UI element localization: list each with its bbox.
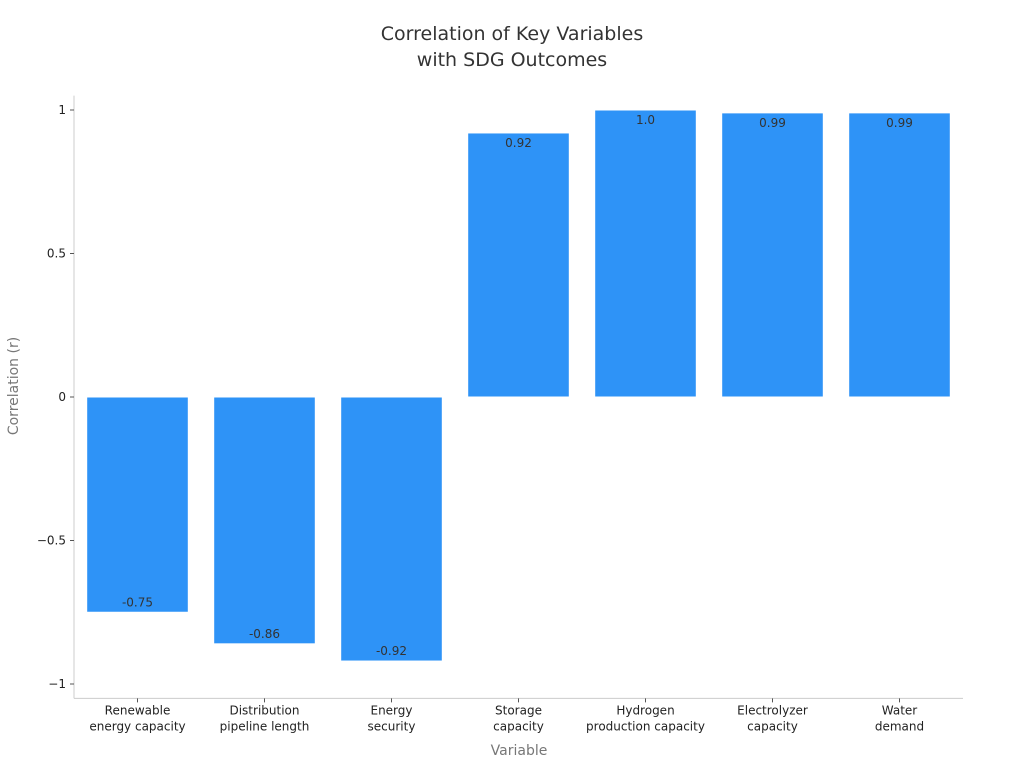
- x-axis: Renewable energy capacity Distribution pipe…: [74, 697, 963, 733]
- bar-value-label: 0.99: [886, 116, 913, 130]
- chart-title-line-2: with SDG Outcomes: [417, 49, 607, 71]
- x-tick-label: Electrolyzer capacity: [737, 703, 808, 733]
- bar: [721, 112, 824, 398]
- bar-value-label: -0.92: [376, 644, 407, 658]
- bars: [86, 109, 951, 662]
- bar: [848, 112, 951, 398]
- y-axis: 1 0.5 0 −0.5 −1: [37, 95, 75, 699]
- x-axis-title: Variable: [491, 743, 548, 759]
- bar: [213, 396, 316, 645]
- y-tick-label: 0.5: [47, 247, 66, 261]
- x-tick-label: Renewable energy capacity: [89, 703, 185, 733]
- bar: [340, 396, 443, 662]
- bar-value-label: 1.0: [636, 113, 655, 127]
- bar: [467, 132, 570, 398]
- y-tick-label: −1: [48, 677, 66, 691]
- x-tick-label: Hydrogen production capacity: [586, 703, 705, 733]
- bar-value-label: -0.75: [122, 595, 153, 609]
- y-axis-title: Correlation (r): [6, 337, 22, 435]
- y-tick-label: 0: [58, 390, 66, 404]
- bar: [594, 109, 697, 398]
- y-tick-label: −0.5: [37, 534, 66, 548]
- data-labels: -0.75 -0.86 -0.92 0.92 1.0 0.99 0.99: [122, 113, 913, 658]
- bar-value-label: -0.86: [249, 627, 280, 641]
- x-tick-label: Energy security: [368, 703, 416, 733]
- bar-value-label: 0.92: [505, 136, 532, 150]
- x-tick-label: Storage capacity: [493, 703, 544, 733]
- bar: [86, 396, 189, 613]
- chart-title-line-1: Correlation of Key Variables: [381, 23, 643, 45]
- y-tick-label: 1: [58, 103, 66, 117]
- x-tick-label: Distribution pipeline length: [220, 703, 310, 733]
- x-tick-label: Water demand: [875, 703, 924, 733]
- bar-value-label: 0.99: [759, 116, 786, 130]
